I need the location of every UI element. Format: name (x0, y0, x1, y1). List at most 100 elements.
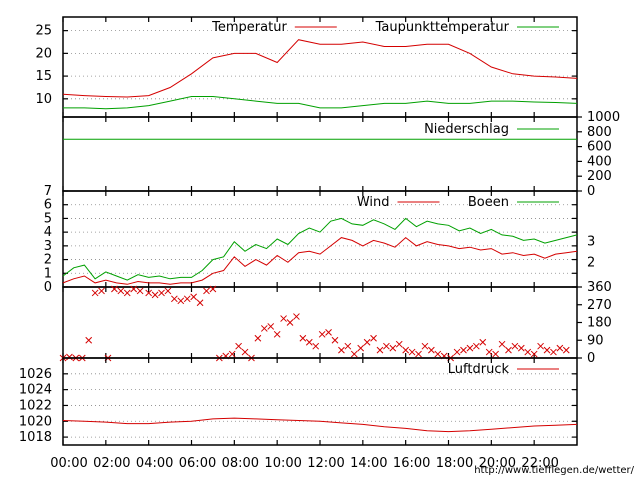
pressure-panel-ytick-label: 1020 (19, 414, 52, 429)
x-tick-label: 02:00 (93, 456, 130, 471)
x-tick-label: 20:00 (479, 456, 516, 471)
direction-point-stroke (479, 338, 487, 346)
temperature-panel-series-line-2 (63, 96, 578, 110)
direction-point (66, 353, 73, 361)
direction-point-stroke (511, 342, 519, 350)
direction-point-stroke (130, 285, 138, 293)
direction-point-stroke (228, 350, 236, 358)
direction-point (130, 285, 138, 293)
direction-point (177, 297, 185, 305)
wind-direction-panel-frame (62, 286, 578, 359)
direction-point-stroke (524, 348, 532, 356)
x-tick-label: 08:00 (222, 456, 259, 471)
direction-point-stroke (492, 350, 499, 358)
precipitation-panel-ytick-label: 600 (587, 140, 612, 155)
direction-point-stroke (260, 325, 268, 332)
direction-point (517, 344, 525, 352)
direction-point (267, 323, 275, 330)
direction-point (325, 329, 332, 336)
direction-point (123, 289, 131, 297)
direction-point-stroke (370, 334, 377, 342)
direction-point (203, 287, 210, 295)
direction-point (511, 342, 519, 350)
wind-panel-series-line-1 (62, 236, 578, 285)
x-tick-label: 22:00 (521, 456, 558, 471)
x-tick-label: 18:00 (436, 456, 473, 471)
direction-point-stroke (402, 346, 410, 354)
pressure-panel-ytick-label: 1026 (19, 367, 52, 382)
temperature-panel-ytick-label: 25 (35, 24, 52, 39)
direction-point-stroke (376, 346, 384, 354)
direction-point-stroke (350, 350, 358, 358)
temperature-panel-series-line-1 (62, 39, 578, 98)
direction-point (434, 350, 442, 358)
direction-point (273, 330, 281, 338)
direction-point (357, 344, 365, 352)
precipitation-panel-ytick-label: 200 (587, 169, 612, 184)
wind-panel-ytick-label: 1 (44, 266, 52, 281)
footer-url[interactable]: http://www.tiefflegen.de/wetter/ (474, 465, 634, 476)
direction-point (312, 342, 320, 350)
direction-point-stroke (123, 289, 131, 297)
direction-point (241, 348, 249, 356)
direction-point-stroke (254, 334, 262, 342)
direction-point-stroke (209, 285, 217, 293)
direction-point-stroke (434, 350, 442, 358)
direction-point (537, 342, 544, 350)
direction-point (550, 348, 557, 356)
direction-point-stroke (136, 287, 144, 295)
direction-point (376, 346, 384, 354)
direction-point-stroke (344, 342, 352, 350)
direction-point-stroke (517, 344, 525, 352)
direction-point-stroke (158, 289, 165, 297)
pressure-panel-ytick-label: 1024 (19, 383, 52, 398)
direction-point (479, 338, 487, 346)
x-tick-label: 06:00 (179, 456, 216, 471)
direction-point-stroke (183, 295, 191, 303)
direction-point-stroke (280, 315, 287, 322)
direction-point-stroke (98, 287, 105, 295)
temperature-panel-ytick-label: 10 (35, 92, 52, 107)
direction-point-stroke (331, 336, 339, 344)
direction-point-stroke (562, 346, 570, 354)
direction-point-stroke (408, 348, 416, 356)
wind-panel-right-tick-label: 3 (587, 235, 595, 250)
direction-point (190, 293, 197, 301)
direction-point (171, 295, 178, 303)
direction-point (344, 342, 352, 350)
pressure-panel-series-line-1 (62, 417, 578, 433)
direction-point (98, 287, 105, 295)
direction-point-stroke (550, 348, 557, 356)
direction-point (111, 285, 118, 293)
pressure-panel-ytick-label: 1022 (19, 398, 52, 413)
direction-point-stroke (421, 342, 429, 350)
direction-point (383, 342, 390, 350)
direction-point (164, 287, 172, 295)
direction-point (485, 348, 493, 356)
direction-point (85, 336, 93, 344)
direction-point-stroke (177, 297, 185, 305)
direction-point-stroke (117, 287, 125, 295)
x-tick-label: 04:00 (136, 456, 173, 471)
direction-point (145, 289, 153, 297)
direction-point-stroke (505, 346, 512, 354)
direction-point (254, 334, 262, 342)
precipitation-panel-ytick-label: 0 (587, 184, 595, 199)
direction-point (556, 344, 564, 352)
direction-point (543, 346, 551, 354)
direction-point (235, 342, 242, 350)
direction-point (331, 336, 339, 344)
direction-point (299, 334, 307, 342)
legend-label: Niederschlag (424, 122, 509, 137)
direction-point (498, 340, 506, 348)
direction-point (370, 334, 377, 342)
direction-point-stroke (460, 346, 467, 354)
direction-point-stroke (453, 348, 461, 356)
direction-point-stroke (357, 344, 365, 352)
legend-label: Wind (357, 195, 390, 210)
wind-panel-series-line-2 (62, 217, 578, 281)
direction-point (428, 346, 435, 354)
direction-point-stroke (338, 346, 345, 354)
direction-point-stroke (66, 353, 73, 361)
direction-point-stroke (472, 342, 480, 350)
